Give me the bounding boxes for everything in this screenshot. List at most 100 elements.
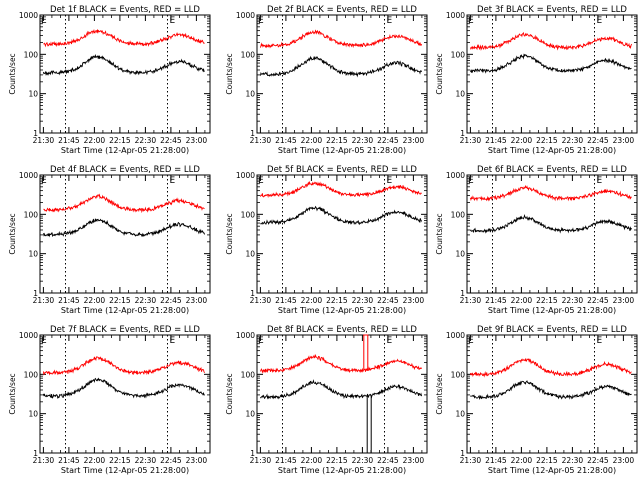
x-tick-label: 21:30 — [460, 136, 482, 145]
x-tick-label: 21:30 — [460, 456, 482, 465]
detector-panel-9: Det 9f BLACK = Events, RED = LLD Counts/s… — [435, 325, 638, 475]
x-tick-label: 22:15 — [536, 296, 558, 305]
y-tick-label: 10 — [28, 90, 38, 99]
x-tick-label: 23:00 — [186, 456, 208, 465]
plot-frame — [256, 174, 428, 294]
events-rate-line — [260, 379, 423, 400]
panel-title: Det 8f BLACK = Events, RED = LLD — [267, 325, 417, 335]
y-tick-label: 100 — [24, 370, 39, 379]
y-tick-label: 1 — [33, 129, 38, 138]
x-tick-label: 21:30 — [33, 136, 55, 145]
y-tick-label: 10 — [28, 410, 38, 419]
x-axis-label: Start Time (12-Apr-05 21:28:00) — [278, 146, 406, 155]
x-tick-label: 22:00 — [84, 456, 106, 465]
y-tick-label: 100 — [241, 210, 256, 219]
event-marker: E — [597, 16, 603, 26]
y-axis-label: Counts/sec — [8, 373, 17, 414]
x-tick-label: 22:30 — [562, 456, 584, 465]
y-tick-label: 1 — [33, 449, 38, 458]
y-tick-label: 10 — [455, 250, 465, 259]
x-tick-label: 23:00 — [613, 456, 635, 465]
x-tick-label: 22:45 — [377, 456, 399, 465]
plot-frame — [466, 334, 638, 454]
event-marker: E — [170, 16, 176, 26]
panel-title: Det 6f BLACK = Events, RED = LLD — [477, 165, 627, 175]
x-tick-label: 22:00 — [84, 136, 106, 145]
x-axis-label: Start Time (12-Apr-05 21:28:00) — [61, 306, 189, 315]
y-axis-label: Counts/sec — [225, 53, 234, 94]
event-marker: E — [468, 16, 474, 26]
y-tick-label: 10 — [455, 410, 465, 419]
x-tick-label: 22:00 — [301, 136, 323, 145]
rate-spike — [363, 334, 369, 370]
plot-frame — [256, 14, 428, 134]
events-rate-line — [469, 53, 632, 74]
detector-panel-7: Det 7f BLACK = Events, RED = LLD Counts/s… — [8, 325, 211, 475]
x-tick-label: 22:15 — [536, 456, 558, 465]
lld-rate-line — [469, 184, 632, 202]
x-tick-label: 21:45 — [485, 456, 507, 465]
y-tick-label: 1000 — [19, 331, 38, 340]
x-axis-label: Start Time (12-Apr-05 21:28:00) — [278, 306, 406, 315]
x-tick-label: 22:45 — [160, 456, 182, 465]
y-tick-label: 1 — [460, 449, 465, 458]
x-tick-label: 22:00 — [511, 456, 533, 465]
x-tick-label: 22:15 — [536, 136, 558, 145]
x-tick-label: 21:30 — [250, 136, 272, 145]
event-marker: E — [170, 176, 176, 186]
x-tick-label: 22:45 — [377, 296, 399, 305]
x-tick-label: 22:00 — [301, 296, 323, 305]
y-tick-label: 1000 — [446, 171, 465, 180]
y-tick-label: 1 — [250, 289, 255, 298]
y-tick-label: 10 — [245, 410, 255, 419]
x-tick-label: 22:30 — [352, 296, 374, 305]
x-axis-label: Start Time (12-Apr-05 21:28:00) — [61, 466, 189, 475]
x-tick-label: 21:45 — [58, 456, 80, 465]
plot-frame — [466, 174, 638, 294]
x-tick-label: 22:45 — [160, 136, 182, 145]
x-tick-label: 22:30 — [135, 296, 157, 305]
y-axis-label: Counts/sec — [435, 373, 444, 414]
detector-panel-6: Det 6f BLACK = Events, RED = LLD Counts/s… — [435, 165, 638, 315]
x-tick-label: 22:15 — [109, 136, 131, 145]
x-tick-label: 22:15 — [326, 456, 348, 465]
y-tick-label: 1000 — [19, 11, 38, 20]
y-tick-label: 1000 — [236, 11, 255, 20]
x-tick-label: 21:45 — [275, 296, 297, 305]
x-tick-label: 21:45 — [485, 136, 507, 145]
detector-panel-4: Det 4f BLACK = Events, RED = LLD Counts/s… — [8, 165, 211, 315]
y-axis-label: Counts/sec — [435, 213, 444, 254]
lld-rate-line — [259, 180, 422, 198]
y-tick-label: 1 — [33, 289, 38, 298]
y-tick-label: 10 — [455, 90, 465, 99]
y-tick-label: 1 — [460, 129, 465, 138]
plot-frame — [39, 14, 211, 134]
panel-title: Det 1f BLACK = Events, RED = LLD — [50, 5, 200, 15]
x-tick-label: 22:30 — [562, 136, 584, 145]
event-marker: E — [258, 336, 264, 346]
lld-rate-line — [259, 29, 423, 49]
events-rate-line — [470, 213, 632, 234]
event-marker: E — [41, 336, 47, 346]
panel-title: Det 9f BLACK = Events, RED = LLD — [477, 325, 627, 335]
x-tick-label: 21:45 — [58, 136, 80, 145]
y-tick-label: 10 — [245, 90, 255, 99]
y-tick-label: 1 — [250, 129, 255, 138]
lld-rate-line — [469, 31, 633, 51]
panel-title: Det 3f BLACK = Events, RED = LLD — [477, 5, 627, 15]
y-tick-label: 10 — [28, 250, 38, 259]
detector-panel-2: Det 2f BLACK = Events, RED = LLD Counts/s… — [225, 5, 428, 155]
x-tick-label: 22:30 — [352, 136, 374, 145]
x-axis-label: Start Time (12-Apr-05 21:28:00) — [488, 146, 616, 155]
x-axis-label: Start Time (12-Apr-05 21:28:00) — [488, 466, 616, 475]
panel-title: Det 5f BLACK = Events, RED = LLD — [267, 165, 417, 175]
y-tick-label: 100 — [24, 210, 39, 219]
y-axis-label: Counts/sec — [225, 373, 234, 414]
x-tick-label: 22:00 — [84, 296, 106, 305]
x-tick-label: 22:30 — [562, 296, 584, 305]
x-tick-label: 21:30 — [460, 296, 482, 305]
detector-panel-5: Det 5f BLACK = Events, RED = LLD Counts/s… — [225, 165, 428, 315]
x-tick-label: 23:00 — [403, 456, 425, 465]
x-tick-label: 21:30 — [250, 456, 272, 465]
x-tick-label: 22:15 — [109, 456, 131, 465]
